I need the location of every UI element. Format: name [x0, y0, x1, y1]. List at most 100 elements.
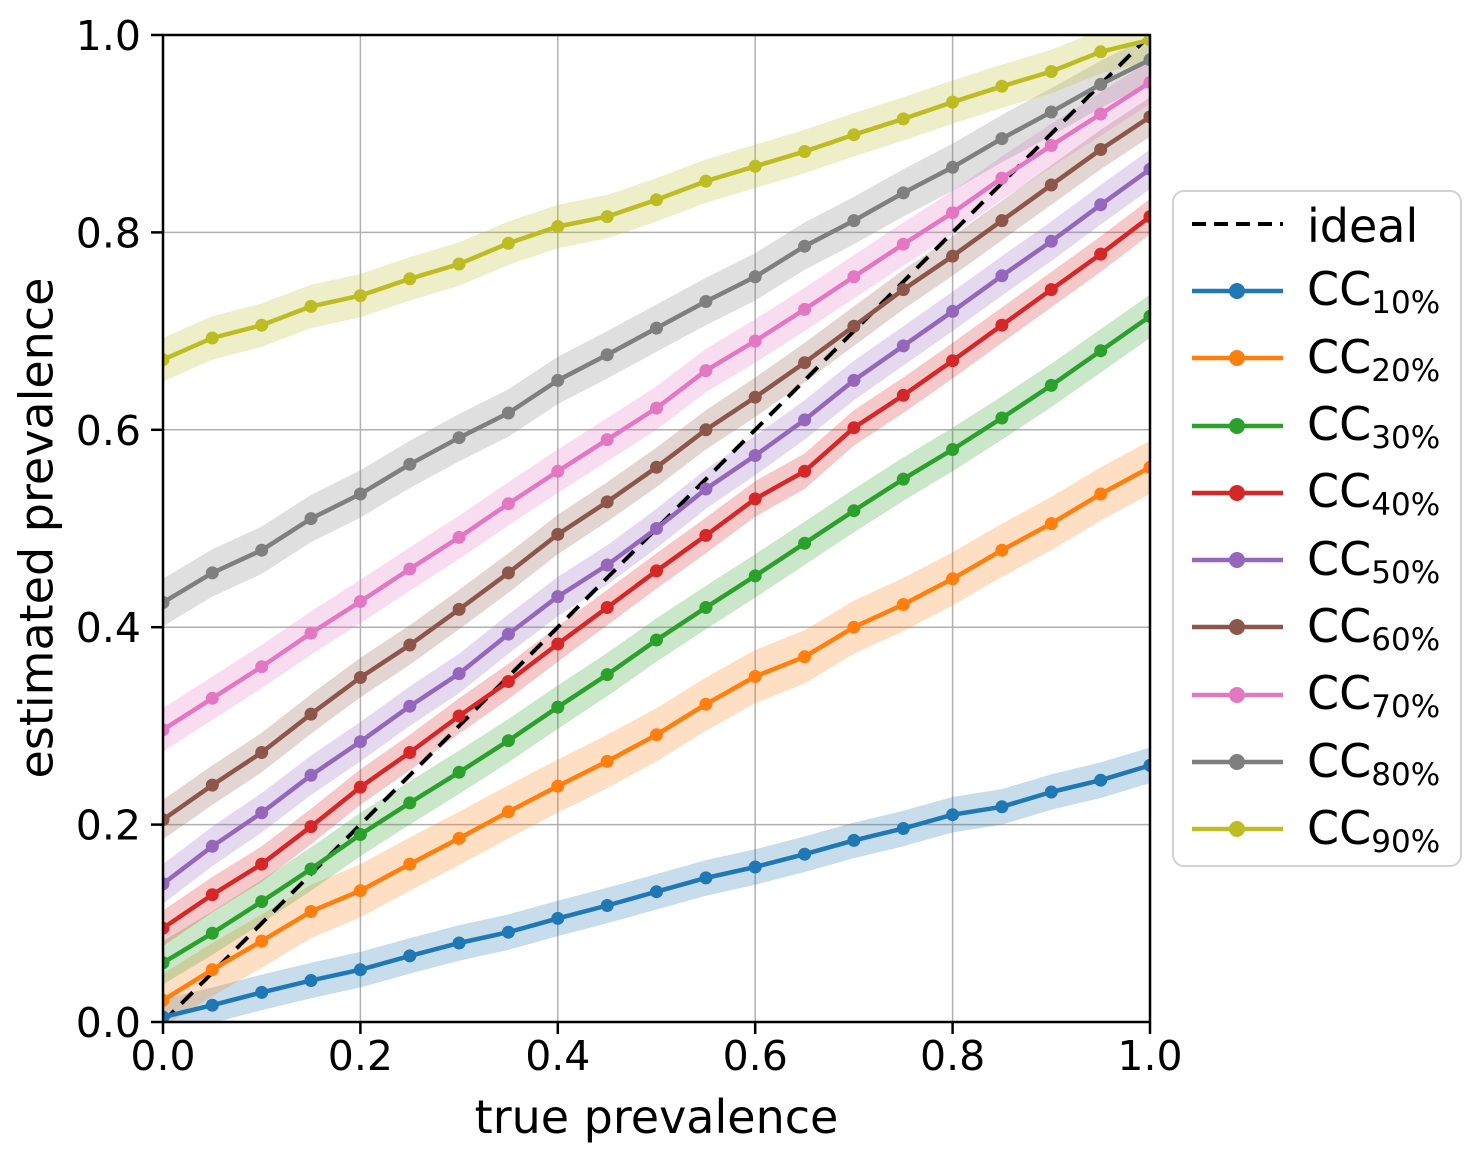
data-point-cc-90 [353, 289, 367, 303]
data-point-cc-80 [403, 457, 417, 471]
data-point-cc-70 [847, 270, 861, 284]
data-point-cc-30 [205, 926, 219, 940]
data-point-cc-70 [163, 723, 170, 737]
data-point-cc-90 [798, 145, 812, 158]
data-point-cc-60 [304, 707, 318, 721]
data-point-cc-70 [551, 464, 565, 478]
data-point-cc-70 [748, 334, 762, 348]
data-point-cc-10 [403, 949, 417, 963]
data-point-cc-80 [452, 431, 466, 445]
y-axis-label: estimated prevalence [9, 277, 64, 779]
legend-label-cc-90: CC90% [1307, 805, 1440, 858]
legend-series-subscript: 20% [1371, 352, 1441, 389]
data-point-cc-40 [748, 492, 762, 506]
legend-series-name: CC [1307, 733, 1372, 788]
data-point-cc-40 [847, 421, 861, 435]
data-point-cc-70 [699, 364, 713, 378]
data-point-cc-40 [452, 709, 466, 723]
data-point-cc-30 [1044, 378, 1058, 392]
data-point-cc-20 [847, 620, 861, 634]
x-tick-label: 0.0 [130, 1032, 195, 1080]
data-point-cc-30 [1143, 309, 1150, 323]
data-point-cc-70 [1143, 75, 1150, 89]
data-point-cc-70 [304, 626, 318, 640]
legend-label-cc-80: CC80% [1307, 738, 1440, 791]
data-point-cc-10 [798, 847, 812, 861]
legend-entry-cc-50: CC50% [1174, 533, 1460, 591]
data-point-cc-50 [255, 806, 269, 820]
data-point-cc-30 [304, 862, 318, 876]
data-point-cc-20 [1044, 517, 1058, 531]
data-point-cc-80 [353, 487, 367, 501]
data-point-cc-90 [304, 299, 318, 313]
legend-sample-cc-60 [1190, 614, 1285, 644]
data-point-cc-90 [1044, 65, 1058, 78]
data-point-cc-50 [946, 304, 960, 318]
data-point-cc-90 [946, 95, 960, 109]
data-point-cc-30 [452, 765, 466, 779]
data-point-cc-30 [699, 601, 713, 614]
data-point-cc-70 [1044, 139, 1058, 152]
legend-label-cc-20: CC20% [1307, 334, 1440, 387]
data-point-cc-10 [551, 911, 565, 925]
data-point-cc-10 [452, 936, 466, 950]
data-point-cc-30 [353, 828, 367, 841]
legend-entry-ideal: ideal [1174, 197, 1460, 255]
data-point-cc-30 [403, 796, 417, 810]
legend-entry-cc-30: CC30% [1174, 399, 1460, 457]
legend-sample-cc-50 [1190, 547, 1285, 577]
data-point-cc-40 [946, 354, 960, 368]
data-point-cc-10 [304, 974, 318, 987]
data-point-cc-80 [1044, 105, 1058, 119]
data-point-cc-50 [748, 449, 762, 462]
data-point-cc-90 [452, 257, 466, 271]
data-point-cc-80 [1143, 53, 1150, 67]
data-point-cc-10 [1094, 773, 1108, 787]
data-point-cc-70 [403, 562, 417, 576]
y-tick-label: 0.6 [76, 407, 141, 455]
data-point-cc-40 [1044, 283, 1058, 297]
data-point-cc-60 [748, 390, 762, 404]
legend-series-subscript: 40% [1371, 487, 1441, 524]
legend-sample-cc-20 [1190, 345, 1285, 375]
data-point-cc-20 [798, 650, 812, 664]
x-tick-label: 0.4 [525, 1032, 590, 1080]
data-point-cc-60 [1094, 143, 1108, 156]
legend-series-name: CC [1307, 666, 1372, 721]
legend-marker-cc-70 [1229, 686, 1245, 703]
data-point-cc-80 [501, 406, 515, 420]
data-point-cc-30 [946, 443, 960, 456]
data-point-cc-10 [205, 998, 219, 1012]
data-point-cc-50 [452, 667, 466, 681]
data-point-cc-30 [255, 895, 269, 909]
data-point-cc-90 [896, 112, 910, 126]
data-point-cc-80 [798, 239, 812, 253]
data-point-cc-10 [650, 885, 663, 899]
data-point-cc-20 [995, 543, 1009, 557]
legend-entry-cc-10: CC10% [1174, 264, 1460, 322]
legend-sample-cc-80 [1190, 749, 1285, 779]
legend-sample-ideal [1190, 211, 1285, 241]
y-tick-label: 0.0 [76, 999, 141, 1047]
data-point-cc-10 [163, 1010, 170, 1022]
data-point-cc-30 [551, 700, 565, 714]
legend-entry-cc-90: CC90% [1174, 802, 1460, 860]
data-point-cc-90 [1094, 45, 1108, 59]
legend: ideal CC10% CC20% CC30% CC40% CC50% CC60% CC70%… [1172, 190, 1462, 867]
y-tick-label: 0.8 [76, 209, 141, 257]
data-point-cc-80 [748, 270, 762, 284]
data-point-cc-30 [896, 472, 910, 486]
data-point-cc-60 [798, 356, 812, 370]
data-point-cc-60 [403, 638, 417, 652]
data-point-cc-70 [798, 302, 812, 316]
data-point-cc-40 [255, 857, 269, 871]
data-point-cc-20 [748, 670, 762, 683]
data-point-cc-10 [255, 985, 269, 999]
data-point-cc-80 [255, 543, 269, 557]
legend-label-cc-40: CC40% [1307, 468, 1440, 521]
data-point-cc-20 [650, 728, 663, 742]
legend-marker-cc-40 [1229, 484, 1245, 501]
data-point-cc-40 [304, 820, 318, 834]
data-point-cc-90 [501, 236, 515, 250]
